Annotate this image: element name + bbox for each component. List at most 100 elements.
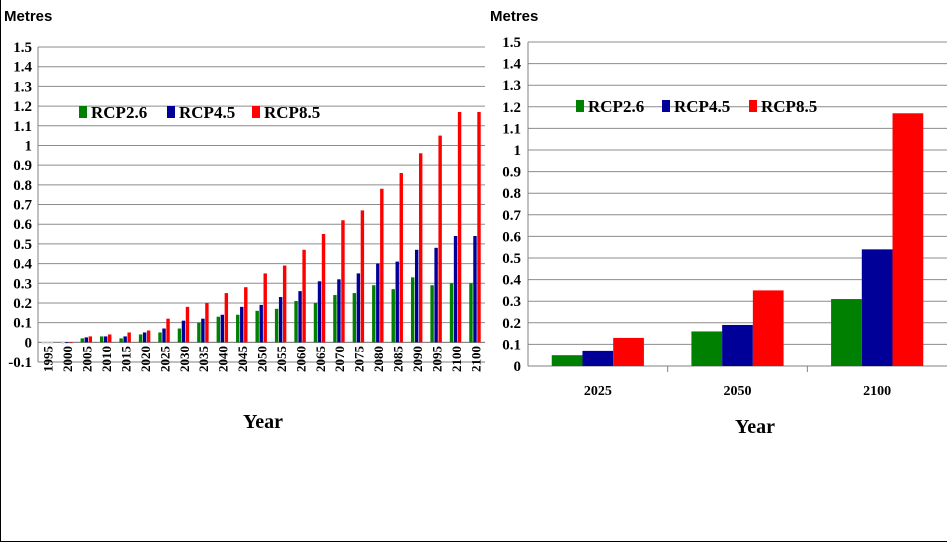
bar-rcp26-2005 xyxy=(80,338,84,343)
bar-rcp85-2025 xyxy=(613,337,644,366)
bar-rcp85-2010 xyxy=(108,334,112,343)
legend-label-rcp26: RCP2.6 xyxy=(588,97,644,116)
bar-rcp45-2100 xyxy=(453,236,458,343)
x-tick-label: 2050 xyxy=(255,346,270,372)
y-tick-label: 0.8 xyxy=(502,186,521,202)
bar-rcp45-2070 xyxy=(337,279,341,343)
legend-swatch-rcp45 xyxy=(167,106,175,118)
bar-rcp85-2100 xyxy=(457,111,462,343)
bar-rcp26-2000 xyxy=(61,342,65,345)
bar-rcp26-2035 xyxy=(197,322,201,343)
y-tick-label: 1.5 xyxy=(502,35,521,51)
x-tick-label: 2050 xyxy=(724,384,752,399)
y-tick-label: 0.3 xyxy=(502,294,521,310)
y-tick-label: 0.2 xyxy=(13,296,32,312)
bar-rcp26-2025 xyxy=(158,332,162,343)
y-tick-label: -0.1 xyxy=(8,355,32,371)
y-tick-label: 0.4 xyxy=(13,257,32,273)
bar-rcp26-2045 xyxy=(236,314,240,343)
y-tick-label: 0.9 xyxy=(502,165,521,181)
legend-swatch-rcp85 xyxy=(252,106,260,118)
bar-rcp26-2085 xyxy=(391,289,395,343)
y-tick-label: 0 xyxy=(25,335,33,351)
x-tick-label: 2045 xyxy=(235,346,250,373)
bar-rcp45-2100 xyxy=(473,236,477,343)
bar-rcp45-2010 xyxy=(104,336,108,343)
legend-swatch-rcp26 xyxy=(576,100,584,112)
bar-rcp85-2040 xyxy=(224,293,229,343)
x-tick-label: 2010 xyxy=(99,346,114,372)
bar-rcp85-2100 xyxy=(892,113,924,366)
bar-rcp85-2025 xyxy=(166,318,170,343)
bar-rcp45-2075 xyxy=(356,273,361,343)
bar-rcp45-2095 xyxy=(434,247,438,343)
y-tick-label: 0.8 xyxy=(13,178,32,194)
bar-rcp85-2050 xyxy=(752,290,784,366)
x-tick-label: 2100 xyxy=(468,346,483,372)
y-tick-label: 0.4 xyxy=(502,273,521,289)
legend-label-rcp45: RCP4.5 xyxy=(179,103,235,122)
bar-rcp85-2045 xyxy=(244,287,248,343)
y-tick-label: 1.5 xyxy=(13,40,32,56)
bar-rcp85-2080 xyxy=(380,188,384,343)
chart-selected-years: 0 0.1 0.2 0.3 0.4 0.5 0.6 0.7 0.8 0.9 1 1.1 1.2 1.3 1.… xyxy=(502,35,947,438)
y-tick-label: 0.2 xyxy=(502,316,521,332)
bar-rcp26-2025 xyxy=(551,355,583,366)
legend-label-rcp85: RCP8.5 xyxy=(264,103,320,122)
bar-rcp45-2065 xyxy=(317,281,322,343)
bar-rcp26-2075 xyxy=(352,293,357,343)
y-tick-label: 0.1 xyxy=(13,316,32,332)
left-chart-unit-label: Metres xyxy=(4,8,53,25)
legend-label-rcp26: RCP2.6 xyxy=(91,103,147,122)
bar-rcp45-2100 xyxy=(861,249,893,366)
bar-rcp85-2050 xyxy=(263,273,267,343)
y-tick-label: 0.1 xyxy=(502,337,521,353)
bar-rcp85-2095 xyxy=(438,135,442,343)
bar-rcp85-2055 xyxy=(282,265,287,343)
bar-rcp85-2090 xyxy=(418,153,423,343)
bar-rcp26-2100 xyxy=(469,283,473,343)
bar-rcp26-2100 xyxy=(449,283,454,343)
bar-rcp45-2045 xyxy=(240,306,244,343)
bar-rcp85-2060 xyxy=(302,249,306,343)
bar-rcp26-2080 xyxy=(372,285,376,343)
bar-rcp45-2025 xyxy=(162,328,166,343)
x-tick-label: 2025 xyxy=(157,346,172,373)
x-tick-label: 2035 xyxy=(196,346,211,373)
bar-rcp45-2060 xyxy=(298,291,302,343)
y-tick-label: 1.3 xyxy=(502,78,521,94)
bar-rcp45-2050 xyxy=(259,304,263,343)
bar-rcp26-2010 xyxy=(99,336,104,343)
bar-rcp26-2100 xyxy=(831,299,862,366)
y-tick-label: 1 xyxy=(25,138,33,154)
legend-swatch-rcp45 xyxy=(662,100,670,112)
x-tick-label: 2015 xyxy=(118,346,133,373)
x-tick-label: 2055 xyxy=(274,346,289,373)
bar-rcp85-2075 xyxy=(360,210,365,343)
bar-rcp45-2000 xyxy=(65,342,69,344)
y-tick-label: 1.4 xyxy=(13,60,32,76)
x-tick-label: 2100 xyxy=(449,346,464,372)
x-tick-label: 2085 xyxy=(391,346,406,373)
x-tick-label: 2090 xyxy=(410,346,425,372)
x-tick-label: 2075 xyxy=(352,346,367,373)
bar-rcp45-2015 xyxy=(123,336,127,343)
bar-rcp85-2085 xyxy=(399,173,403,343)
bar-rcp85-2000 xyxy=(69,342,73,344)
legend-swatch-rcp26 xyxy=(79,106,87,118)
bar-rcp85-2020 xyxy=(146,330,151,343)
x-tick-label: 2065 xyxy=(313,346,328,373)
y-tick-label: 1.4 xyxy=(502,57,521,73)
x-tick-label: 2080 xyxy=(371,346,386,372)
bar-rcp26-2050 xyxy=(691,331,723,366)
frame-left-border xyxy=(0,0,1,542)
bar-rcp85-2005 xyxy=(88,336,93,343)
bar-rcp45-2090 xyxy=(414,249,419,343)
legend-label-rcp45: RCP4.5 xyxy=(674,97,730,116)
bar-rcp45-2035 xyxy=(201,318,205,343)
bar-rcp45-1995 xyxy=(45,342,50,345)
bar-rcp85-2030 xyxy=(185,306,190,343)
y-tick-label: 0.6 xyxy=(502,229,521,245)
bar-rcp26-2015 xyxy=(119,338,123,343)
legend-swatch-rcp85 xyxy=(749,100,757,112)
